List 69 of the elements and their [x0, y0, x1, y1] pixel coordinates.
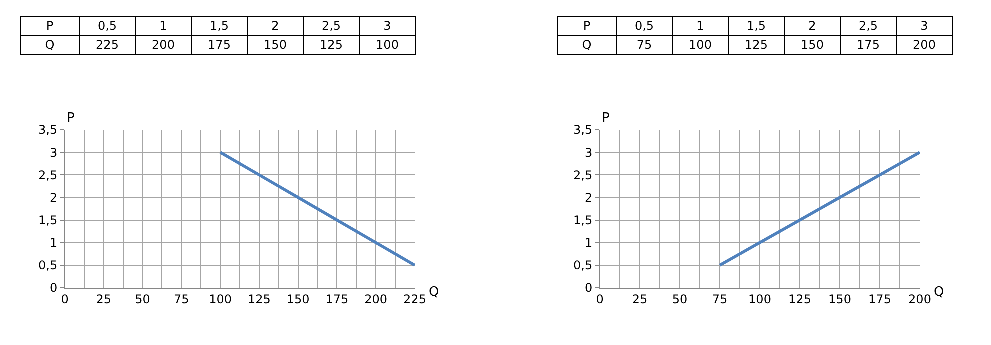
y-tick-label: 1,5 — [574, 213, 593, 228]
text: 0,5 — [80, 16, 136, 36]
y-tick-label: 3,5 — [574, 123, 593, 138]
text: 125 — [304, 36, 360, 54]
x-tick-label: 100 — [209, 292, 232, 306]
y-tick-label: 2 — [584, 190, 593, 205]
text: 1,5 — [192, 16, 248, 36]
x-tick-label: 0 — [61, 292, 69, 306]
y-tick-label: 2 — [50, 190, 58, 205]
y-tick-label: 0 — [50, 281, 58, 296]
y-axis-title: P — [67, 111, 75, 126]
x-tick-label: 225 — [404, 292, 426, 306]
y-axis-title: P — [602, 111, 610, 126]
y-tick-label: 3 — [50, 146, 58, 160]
text: Q — [558, 36, 616, 54]
line-series — [718, 151, 920, 267]
text: 200 — [136, 36, 192, 54]
x-tick-label: 25 — [96, 292, 112, 306]
text: 150 — [248, 36, 304, 54]
text: 1 — [136, 16, 192, 36]
text: 225 — [80, 36, 136, 54]
y-tick-label: 1 — [584, 236, 593, 250]
text: Q — [20, 36, 80, 54]
x-tick-label: 150 — [828, 292, 852, 306]
x-tick-label: 75 — [712, 292, 728, 306]
y-tick-label: 2,5 — [574, 168, 593, 182]
x-tick-label: 175 — [868, 292, 892, 306]
y-tick-label: 1,5 — [38, 213, 58, 228]
text: 2 — [784, 16, 840, 36]
x-tick-label: 75 — [174, 292, 190, 306]
text: 200 — [896, 36, 952, 54]
y-tick-label: 3,5 — [38, 123, 58, 138]
text: 100 — [672, 36, 728, 54]
x-tick-label: 0 — [596, 292, 604, 306]
x-tick-label: 25 — [632, 292, 648, 306]
x-tick-label: 200 — [908, 292, 932, 306]
x-tick-label: 100 — [748, 292, 772, 306]
x-tick-label: 50 — [135, 292, 150, 306]
x-tick-label: 200 — [364, 292, 388, 306]
text: 1,5 — [728, 16, 784, 36]
text: 175 — [840, 36, 896, 54]
text: 2,5 — [840, 16, 896, 36]
text: 100 — [360, 36, 416, 54]
text: P — [20, 16, 80, 36]
text: 0,5 — [616, 16, 672, 36]
text: 2,5 — [304, 16, 360, 36]
text: 3 — [896, 16, 952, 36]
y-tick-label: 0,5 — [38, 258, 58, 273]
x-tick-label: 125 — [788, 292, 812, 306]
x-axis-title: Q — [934, 285, 944, 300]
x-tick-label: 175 — [326, 292, 349, 306]
line-series — [219, 151, 415, 267]
y-tick-label: 3 — [584, 146, 593, 160]
x-tick-label: 50 — [672, 292, 688, 306]
x-tick-label: 125 — [248, 292, 271, 306]
text: 2 — [248, 16, 304, 36]
text: 175 — [192, 36, 248, 54]
x-tick-label: 150 — [286, 292, 310, 306]
text: 125 — [728, 36, 784, 54]
text: 75 — [616, 36, 672, 54]
y-tick-label: 0 — [584, 281, 593, 296]
text: 1 — [672, 16, 728, 36]
y-tick-label: 0,5 — [574, 258, 593, 273]
text: P — [558, 16, 616, 36]
y-tick-label: 1 — [50, 236, 58, 250]
y-tick-label: 2,5 — [38, 168, 58, 182]
text: 150 — [784, 36, 840, 54]
text: 3 — [360, 16, 416, 36]
x-axis-title: Q — [429, 285, 440, 300]
